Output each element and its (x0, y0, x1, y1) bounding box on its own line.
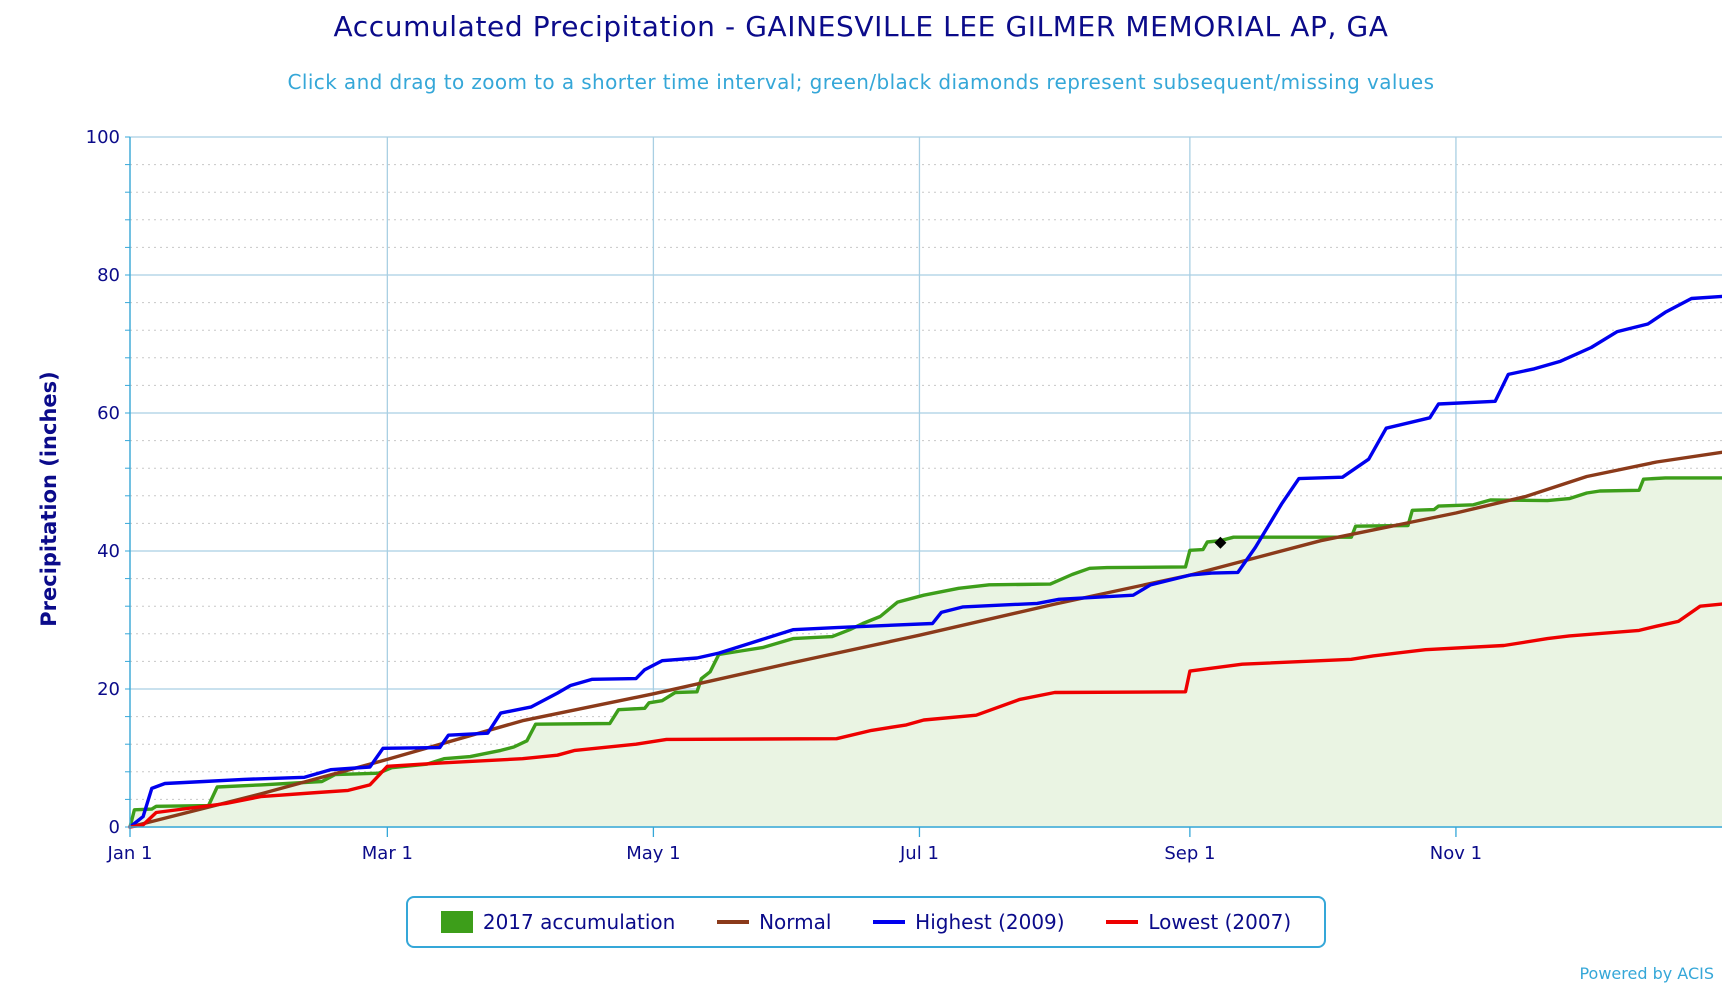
legend-label-normal: Normal (759, 910, 832, 934)
y-tick-label: 80 (97, 265, 120, 286)
x-tick-label: Jan 1 (107, 843, 153, 864)
legend-swatch-lowest (1106, 920, 1139, 924)
legend-label-lowest: Lowest (2007) (1148, 910, 1292, 934)
legend-item-2017[interactable]: 2017 accumulation (440, 910, 676, 934)
y-tick-label: 20 (97, 679, 120, 700)
y-tick-label: 40 (97, 541, 120, 562)
x-tick-label: Nov 1 (1430, 843, 1482, 864)
missing-value-marker (1214, 536, 1227, 549)
series-line-3 (128, 602, 1722, 829)
powered-by-credit[interactable]: Powered by ACIS (1579, 964, 1714, 983)
y-tick-label: 60 (97, 403, 120, 424)
x-tick-label: Mar 1 (362, 843, 413, 864)
legend-item-lowest[interactable]: Lowest (2007) (1106, 910, 1291, 934)
chart-title: Accumulated Precipitation - GAINESVILLE … (333, 10, 1389, 43)
chart-legend[interactable]: 2017 accumulation Normal Highest (2009) … (406, 896, 1326, 948)
series-line-2 (128, 294, 1722, 829)
y-axis-label: Precipitation (inches) (37, 371, 61, 627)
legend-item-normal[interactable]: Normal (717, 910, 831, 934)
chart-series (128, 294, 1722, 829)
legend-item-highest[interactable]: Highest (2009) (873, 910, 1065, 934)
legend-label-2017: 2017 accumulation (482, 910, 676, 934)
legend-label-highest: Highest (2009) (915, 910, 1065, 934)
x-tick-label: Sep 1 (1164, 843, 1215, 864)
chart-subtitle: Click and drag to zoom to a shorter time… (287, 70, 1435, 94)
legend-swatch-normal (717, 920, 750, 924)
legend-swatch-highest (873, 920, 906, 924)
y-tick-label: 100 (86, 127, 120, 148)
x-tick-label: May 1 (626, 843, 680, 864)
legend-swatch-2017 (440, 911, 473, 933)
x-tick-label: Jul 1 (899, 843, 939, 864)
chart-axes: 0 20 40 60 80 100 Jan 1 Mar 1 May 1 Jul 1 Sep 1 Nov… (86, 127, 1722, 864)
y-tick-label: 0 (109, 817, 120, 838)
